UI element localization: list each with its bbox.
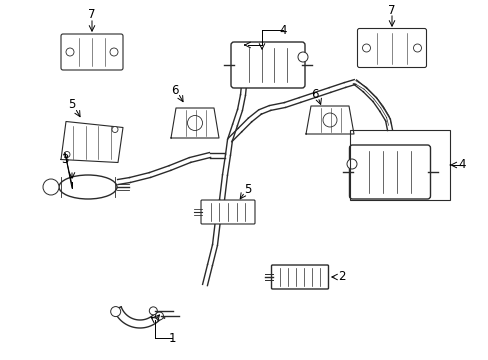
FancyBboxPatch shape: [357, 28, 426, 68]
Circle shape: [64, 152, 70, 157]
Text: 5: 5: [68, 99, 76, 112]
FancyBboxPatch shape: [349, 145, 429, 199]
Circle shape: [112, 126, 118, 132]
Text: 1: 1: [168, 332, 175, 345]
Circle shape: [297, 52, 307, 62]
Circle shape: [110, 48, 118, 56]
Text: 7: 7: [88, 9, 96, 22]
Circle shape: [149, 307, 157, 315]
FancyBboxPatch shape: [230, 42, 305, 88]
Text: 7: 7: [387, 4, 395, 17]
FancyBboxPatch shape: [201, 200, 254, 224]
Text: 4: 4: [457, 158, 465, 171]
Circle shape: [362, 44, 370, 52]
Text: 6: 6: [171, 84, 179, 96]
Circle shape: [43, 179, 59, 195]
Text: 3: 3: [61, 153, 68, 166]
Circle shape: [110, 307, 121, 316]
Circle shape: [346, 159, 356, 169]
FancyBboxPatch shape: [271, 265, 328, 289]
Polygon shape: [171, 108, 219, 138]
Circle shape: [413, 44, 421, 52]
Text: 2: 2: [337, 270, 345, 284]
Text: 5: 5: [244, 184, 251, 197]
Circle shape: [155, 312, 163, 320]
Polygon shape: [61, 121, 123, 162]
Ellipse shape: [59, 175, 117, 199]
Text: 4: 4: [279, 23, 286, 36]
Circle shape: [187, 116, 202, 130]
Text: 6: 6: [311, 89, 318, 102]
Circle shape: [66, 48, 74, 56]
Polygon shape: [305, 106, 353, 134]
Circle shape: [323, 113, 336, 127]
FancyBboxPatch shape: [61, 34, 123, 70]
